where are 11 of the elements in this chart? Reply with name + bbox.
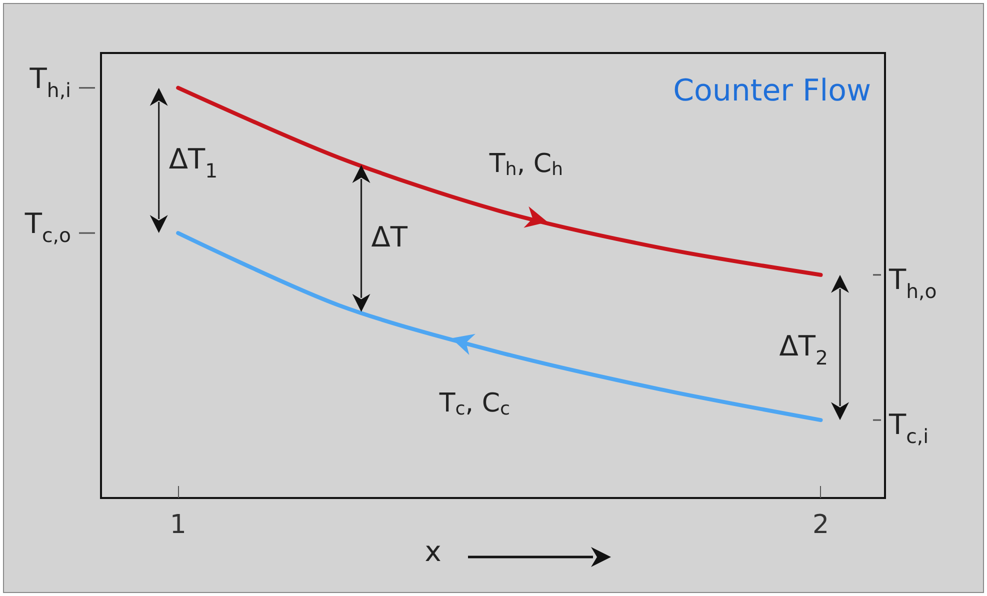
annotation: ΔT$_{1}$: [168, 142, 218, 182]
text: T$_{h,i}$: [28, 62, 71, 102]
x-axis-title: x: [424, 534, 442, 568]
annotation: ΔT$_{2}$: [779, 329, 828, 370]
text: T$_{h,o}$: [888, 262, 937, 303]
x-tick-label: 1: [170, 510, 186, 540]
x-tick-label: 2: [812, 510, 830, 540]
text: T$_{c,i}$: [888, 408, 929, 448]
text: T$_{c,o}$: [24, 206, 71, 247]
chart-title: Counter Flow: [673, 74, 872, 108]
annotation: ΔT: [371, 220, 408, 254]
